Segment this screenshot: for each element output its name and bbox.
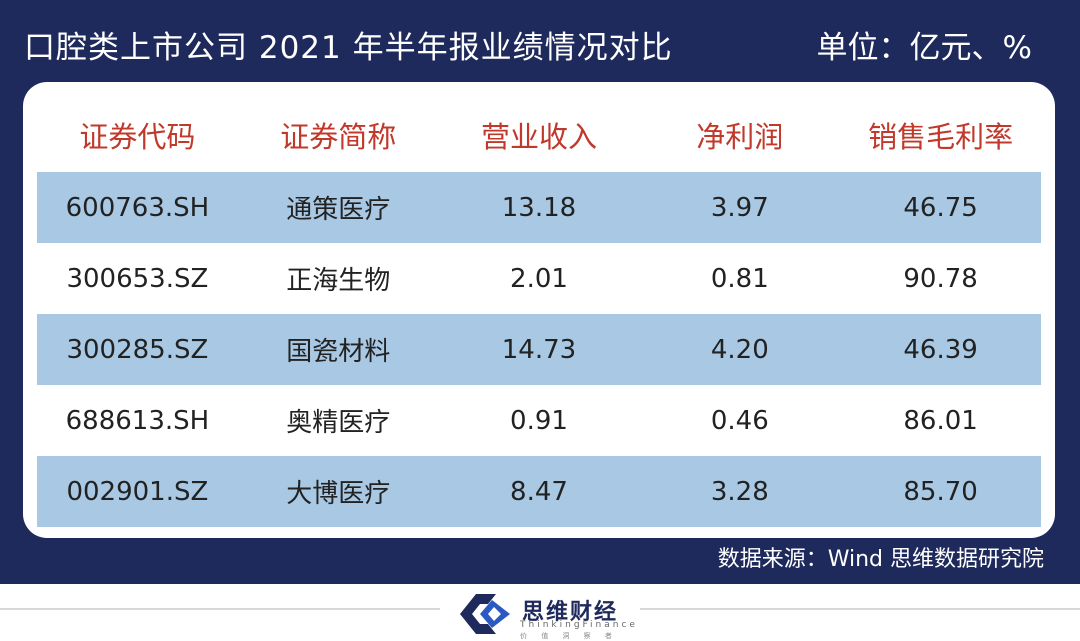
cell-revenue: 0.91 bbox=[510, 405, 568, 436]
cell-net-profit: 3.97 bbox=[639, 172, 841, 243]
cell-revenue: 2.01 bbox=[510, 263, 568, 294]
cell-code: 300285.SZ bbox=[37, 314, 238, 385]
column-header: 销售毛利率 bbox=[868, 120, 1014, 154]
brand-tagline: 价 值 洞 察 者 bbox=[520, 632, 618, 640]
page-title: 口腔类上市公司 2021 年半年报业绩情况对比 bbox=[24, 30, 673, 66]
data-source-note: 数据来源：Wind 思维数据研究院 bbox=[717, 547, 1044, 572]
table-row: 002901.SZ 大博医疗 8.47 3.28 85.70 bbox=[37, 456, 1041, 527]
table-row: 300653.SZ 正海生物 2.01 0.81 90.78 bbox=[37, 243, 1041, 314]
cell-code: 688613.SH bbox=[65, 405, 210, 436]
column-header: 证券代码 bbox=[79, 120, 196, 154]
cell-gross-margin: 46.75 bbox=[840, 172, 1041, 243]
cell-revenue: 14.73 bbox=[438, 314, 640, 385]
column-header: 营业收入 bbox=[480, 120, 597, 154]
cell-gross-margin: 90.78 bbox=[903, 263, 978, 294]
cell-code: 600763.SH bbox=[37, 172, 238, 243]
brand-english-name: ThinkingFinance bbox=[520, 620, 638, 630]
cell-net-profit: 4.20 bbox=[639, 314, 841, 385]
cell-net-profit: 0.81 bbox=[710, 263, 769, 294]
data-table: 证券代码 证券简称 营业收入 净利润 销售毛利率 600763.SH 通策医疗 … bbox=[37, 98, 1041, 527]
column-header: 净利润 bbox=[696, 120, 784, 154]
footer-divider-right bbox=[640, 608, 1080, 610]
cell-name: 国瓷材料 bbox=[237, 314, 439, 385]
cell-gross-margin: 86.01 bbox=[903, 405, 978, 436]
brand-name: 思维财经 bbox=[522, 600, 619, 625]
cell-revenue: 13.18 bbox=[438, 172, 640, 243]
cell-gross-margin: 46.39 bbox=[840, 314, 1041, 385]
table-card: 证券代码 证券简称 营业收入 净利润 销售毛利率 600763.SH 通策医疗 … bbox=[23, 82, 1055, 538]
table-row: 688613.SH 奥精医疗 0.91 0.46 86.01 bbox=[37, 385, 1041, 456]
cell-name: 正海生物 bbox=[286, 266, 391, 296]
brand-logo-icon bbox=[460, 594, 510, 634]
cell-name: 大博医疗 bbox=[237, 456, 439, 527]
cell-net-profit: 3.28 bbox=[639, 456, 841, 527]
table-row: 600763.SH 通策医疗 13.18 3.97 46.75 bbox=[37, 172, 1041, 243]
column-header: 证券简称 bbox=[280, 120, 397, 154]
cell-code: 300653.SZ bbox=[66, 263, 209, 294]
cell-revenue: 8.47 bbox=[438, 456, 640, 527]
table-row: 300285.SZ 国瓷材料 14.73 4.20 46.39 bbox=[37, 314, 1041, 385]
cell-code: 002901.SZ bbox=[37, 456, 238, 527]
cell-net-profit: 0.46 bbox=[710, 405, 769, 436]
cell-gross-margin: 85.70 bbox=[840, 456, 1041, 527]
cell-name: 通策医疗 bbox=[237, 172, 439, 243]
footer-divider-left bbox=[0, 608, 440, 610]
cell-name: 奥精医疗 bbox=[286, 408, 391, 438]
table-header-row: 证券代码 证券简称 营业收入 净利润 销售毛利率 bbox=[37, 98, 1041, 172]
unit-label: 单位：亿元、% bbox=[816, 30, 1032, 66]
